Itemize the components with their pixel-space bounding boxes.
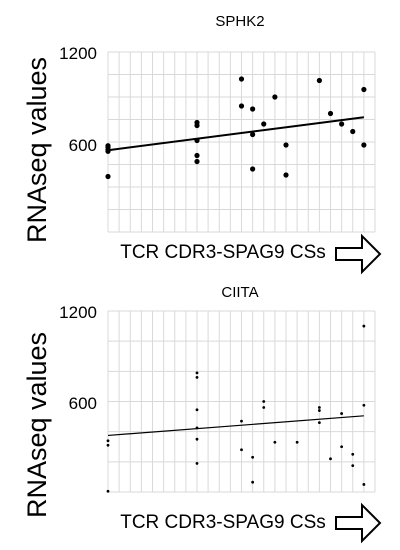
plot-area (106, 310, 376, 493)
data-point (316, 77, 322, 84)
data-point (194, 137, 200, 144)
plot-area (105, 51, 376, 233)
data-point (262, 406, 266, 409)
data-point (195, 375, 199, 379)
data-point (195, 461, 199, 465)
data-point (350, 128, 356, 135)
data-point (272, 94, 278, 100)
data-point (317, 409, 321, 412)
data-point (327, 110, 334, 117)
y-axis-label: RNAseq values (22, 57, 52, 243)
data-point (261, 121, 267, 127)
data-point (250, 131, 256, 138)
data-point (361, 142, 367, 148)
y-tick-label: 600 (69, 136, 97, 155)
data-point (351, 452, 355, 456)
data-point (250, 106, 256, 112)
trendline (107, 116, 365, 152)
chart-title: SPHK2 (215, 13, 264, 30)
data-point (195, 426, 199, 430)
data-point (194, 158, 200, 165)
data-point (340, 412, 344, 415)
data-point (251, 455, 255, 459)
data-point (105, 148, 111, 154)
data-point (106, 489, 110, 493)
data-point (106, 439, 110, 443)
x-axis-label: TCR CDR3-SPAG9 CSs (120, 512, 326, 533)
chart-ciita: CIITA RNAseq values 1200 600 TCR CDR3-SP… (22, 284, 382, 544)
data-point (238, 103, 245, 109)
data-point (251, 480, 255, 484)
data-point (240, 448, 243, 452)
data-point (340, 445, 344, 449)
data-point (362, 483, 366, 486)
data-point (194, 152, 200, 159)
data-point (240, 419, 243, 423)
data-point (361, 86, 367, 93)
data-point (362, 403, 366, 407)
data-point (262, 400, 266, 403)
trendline (107, 415, 364, 437)
y-tick-label: 1200 (59, 44, 97, 63)
x-axis-label: TCR CDR3-SPAG9 CSs (120, 242, 326, 263)
chart-title: CIITA (221, 284, 258, 301)
data-point (194, 122, 200, 129)
data-point (283, 172, 289, 178)
y-tick-label: 1200 (59, 303, 97, 322)
data-point (195, 371, 199, 375)
data-point (351, 464, 355, 468)
data-point (317, 421, 321, 425)
y-tick-label: 600 (69, 394, 97, 413)
data-point (339, 121, 345, 127)
chart-sphk2: SPHK2 RNAseq values 1200 600 TCR CDR3-SP… (22, 13, 382, 275)
data-point (250, 166, 256, 172)
data-point (195, 408, 199, 412)
data-point (283, 142, 289, 148)
data-point (195, 437, 199, 441)
data-point (295, 440, 299, 444)
data-point (106, 443, 110, 447)
data-point (317, 406, 321, 409)
data-point (329, 457, 332, 461)
data-point (273, 440, 277, 444)
data-point (105, 143, 111, 149)
data-point (362, 324, 366, 328)
y-axis-label: RNAseq values (22, 332, 52, 518)
arrow-right-icon (335, 502, 382, 544)
arrow-right-icon (335, 233, 382, 275)
data-point (238, 76, 245, 82)
data-point (105, 173, 111, 180)
